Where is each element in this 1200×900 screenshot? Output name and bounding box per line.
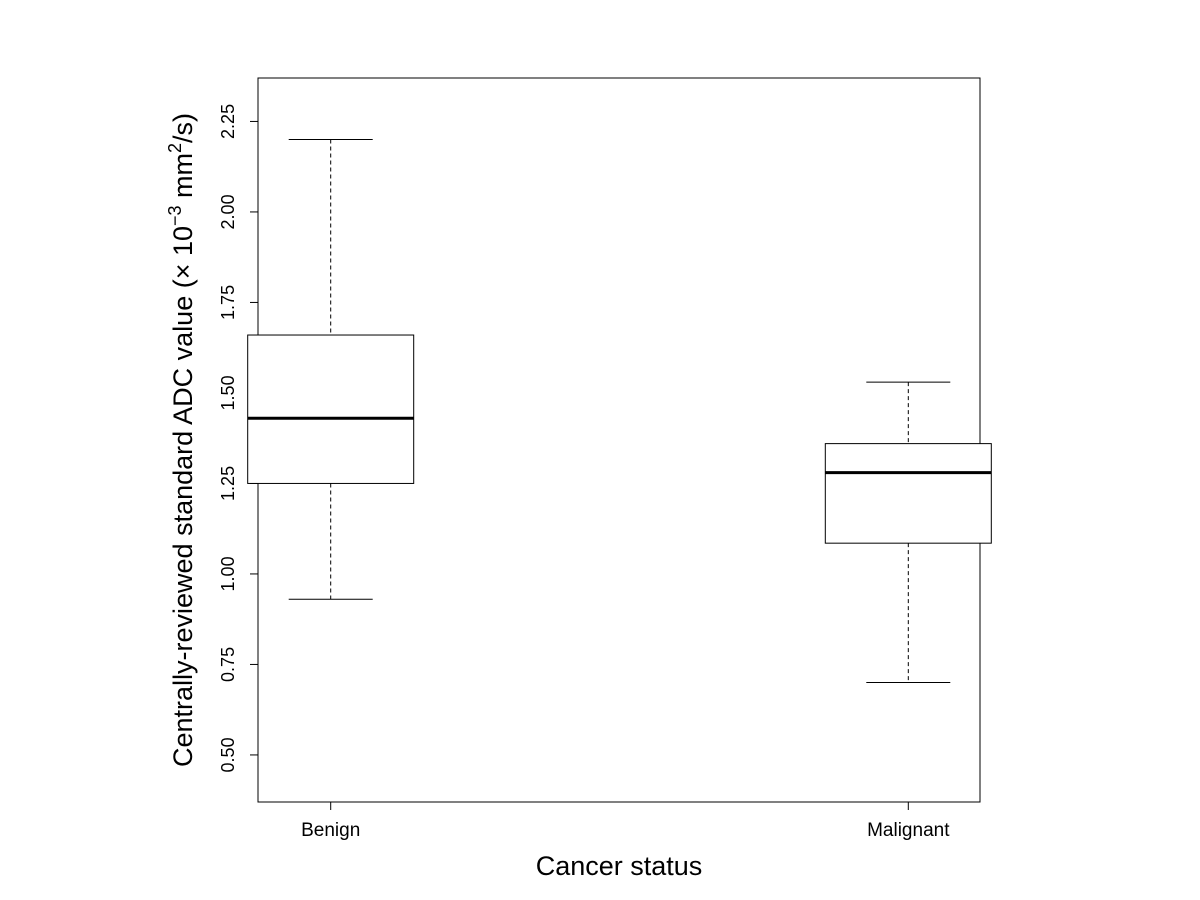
box-group-benign (247, 139, 415, 600)
y-axis-title-unit: mm (168, 153, 198, 205)
y-tick-label-6: 2.00 (218, 194, 238, 229)
y-tick-label-1: 0.75 (218, 647, 238, 682)
iqr-box (824, 443, 992, 544)
x-axis: Benign Malignant (301, 802, 950, 841)
box-group-malignant (824, 381, 992, 684)
y-tick-label-3: 1.25 (218, 466, 238, 501)
y-axis-title-suffix: /s) (168, 113, 198, 143)
y-tick-label-5: 1.75 (218, 285, 238, 320)
y-axis-title-exponent: −3 (165, 205, 185, 226)
y-axis-title-main: Centrally-reviewed standard ADC value (×… (168, 226, 198, 767)
y-axis-title-unit-exponent: 2 (165, 143, 185, 153)
y-tick-label-2: 1.00 (218, 556, 238, 591)
y-tick-label-0: 0.50 (218, 737, 238, 772)
iqr-box (247, 334, 415, 484)
y-axis-title: Centrally-reviewed standard ADC value (×… (165, 113, 198, 767)
boxes-layer (247, 139, 992, 684)
y-tick-label-4: 1.50 (218, 375, 238, 410)
x-axis-title: Cancer status (536, 851, 703, 881)
x-category-label-1: Malignant (867, 820, 950, 841)
y-tick-label-7: 2.25 (218, 104, 238, 139)
x-category-label-0: Benign (301, 820, 360, 841)
